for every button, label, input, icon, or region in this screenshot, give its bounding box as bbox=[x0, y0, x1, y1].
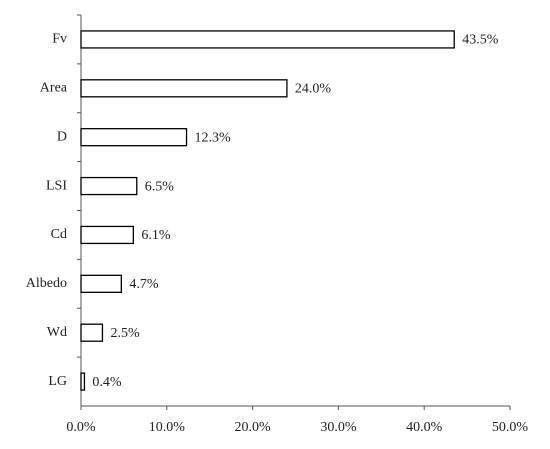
bar bbox=[80, 372, 86, 391]
x-tick-label: 50.0% bbox=[492, 420, 529, 435]
bar bbox=[80, 30, 455, 49]
value-label: 6.5% bbox=[145, 179, 175, 194]
bar bbox=[80, 225, 134, 245]
y-tick-label: Cd bbox=[51, 227, 67, 242]
x-tick-label: 40.0% bbox=[406, 420, 443, 435]
y-tick-label: LG bbox=[48, 374, 67, 389]
x-tick-label: 30.0% bbox=[320, 420, 357, 435]
value-label: 12.3% bbox=[195, 130, 232, 145]
value-label: 2.5% bbox=[110, 326, 140, 341]
value-label: 6.1% bbox=[141, 228, 171, 243]
y-tick-label: Wd bbox=[47, 325, 67, 340]
y-tick-label: Area bbox=[40, 81, 68, 96]
value-label: 4.7% bbox=[129, 277, 159, 292]
y-tick-label: D bbox=[57, 129, 67, 144]
bar bbox=[80, 128, 188, 147]
bar bbox=[80, 323, 104, 342]
bar bbox=[80, 176, 138, 196]
y-tick-label: Fv bbox=[52, 32, 67, 47]
x-tick-label: 20.0% bbox=[235, 420, 272, 435]
x-tick-label: 0.0% bbox=[66, 420, 96, 435]
y-tick-label: LSI bbox=[46, 178, 67, 193]
bar bbox=[80, 79, 288, 98]
bar bbox=[80, 274, 122, 293]
value-label: 0.4% bbox=[92, 375, 122, 390]
value-label: 24.0% bbox=[295, 82, 332, 97]
y-tick-label: Albedo bbox=[26, 276, 67, 291]
value-label: 43.5% bbox=[462, 33, 499, 48]
x-tick-label: 10.0% bbox=[149, 420, 186, 435]
